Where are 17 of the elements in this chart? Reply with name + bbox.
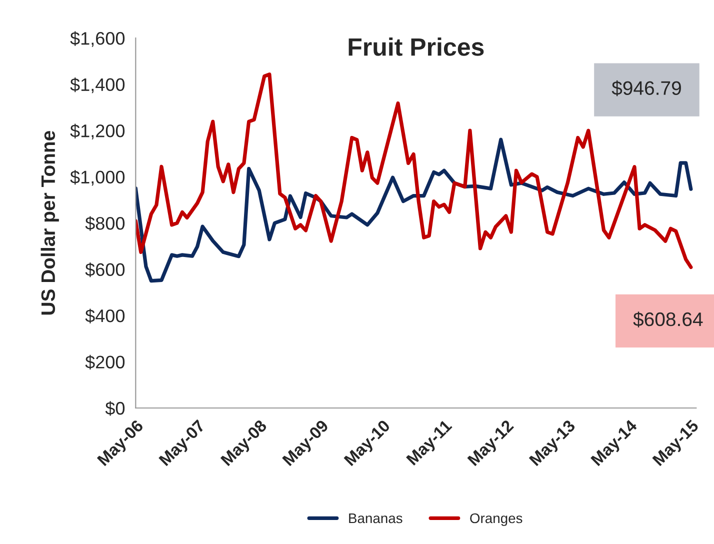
y-tick-label: $600 [85, 262, 125, 278]
y-tick-label: $0 [105, 401, 125, 416]
line-series [136, 72, 693, 270]
y-tick-label: $800 [85, 216, 125, 231]
y-tick-label: $200 [85, 354, 125, 370]
legend-label: Bananas [349, 513, 402, 524]
y-tick-label: $1,600 [70, 31, 125, 47]
annotation: $946.79 [612, 80, 681, 96]
chart-title: Fruit Prices [348, 38, 484, 56]
y-axis-title: US Dollar per Tonne [40, 130, 59, 315]
line-series [136, 138, 693, 283]
legend-label: Oranges [470, 513, 522, 526]
y-tick-label: $1,200 [70, 124, 125, 140]
y-tick-label: $1,400 [70, 77, 125, 94]
annotation: $608.64 [633, 312, 703, 328]
y-tick-label: $400 [85, 308, 125, 324]
y-tick-label: $1,000 [70, 170, 125, 186]
